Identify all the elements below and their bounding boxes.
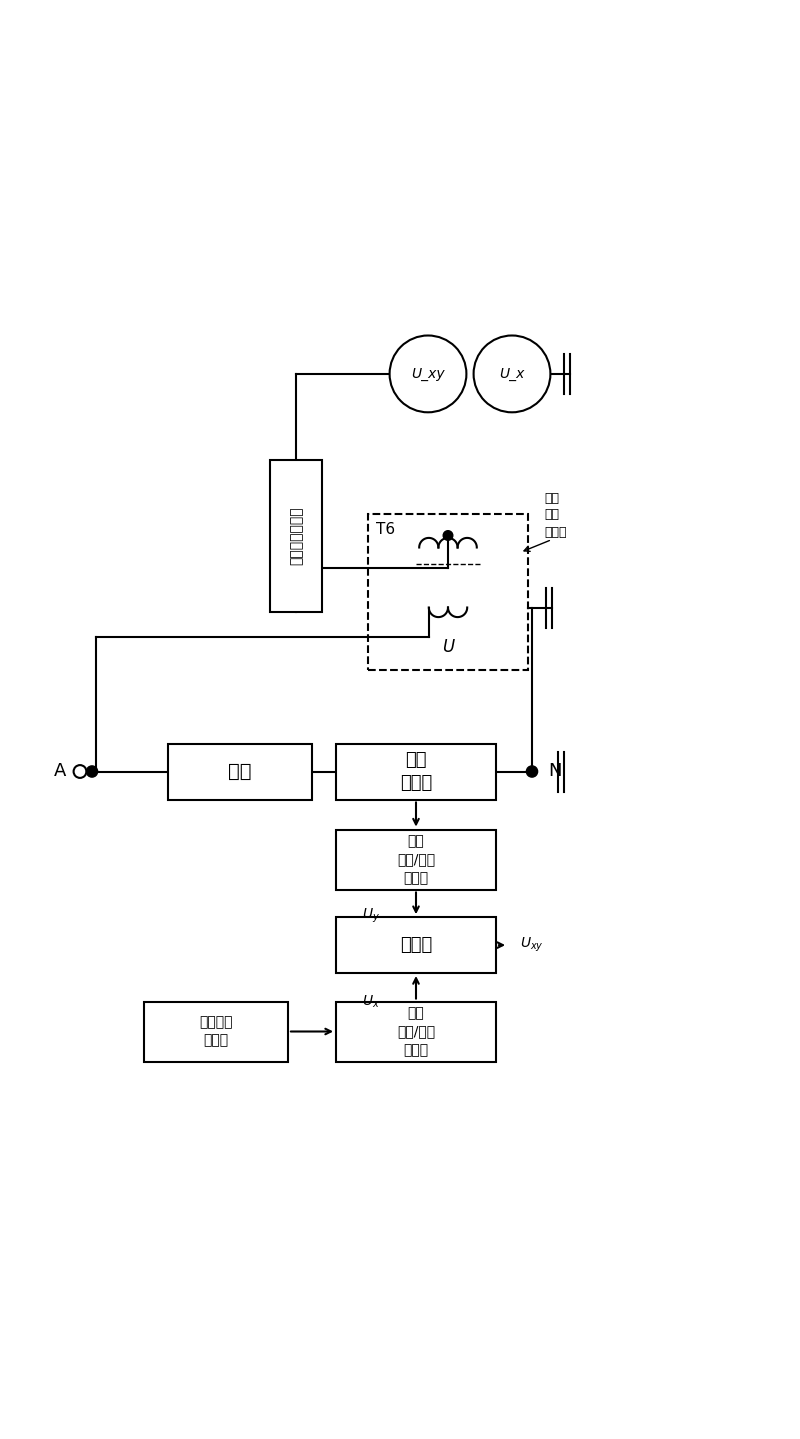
- Bar: [336, 917, 496, 973]
- Text: U: U: [442, 637, 454, 656]
- Text: $U_y$: $U_y$: [362, 907, 380, 925]
- Text: 第一
耦合
变压器: 第一 耦合 变压器: [544, 492, 566, 538]
- Bar: [168, 744, 312, 800]
- Text: 第二
电流/电压
转换器: 第二 电流/电压 转换器: [397, 1006, 435, 1056]
- Bar: [368, 514, 528, 669]
- Bar: [270, 459, 322, 612]
- Text: 电流
互感器: 电流 互感器: [400, 751, 432, 793]
- Text: 负载: 负载: [228, 763, 252, 781]
- Text: U_x: U_x: [499, 367, 525, 381]
- Text: 第一
电流/电压
转换器: 第一 电流/电压 转换器: [397, 835, 435, 885]
- Text: $U_{xy}$: $U_{xy}$: [520, 935, 544, 954]
- Bar: [336, 744, 496, 800]
- Circle shape: [74, 766, 86, 778]
- Circle shape: [86, 766, 98, 777]
- Circle shape: [443, 531, 453, 540]
- Circle shape: [390, 335, 466, 413]
- Text: 比较器: 比较器: [400, 937, 432, 954]
- Text: A: A: [54, 763, 66, 780]
- Text: $U_x$: $U_x$: [362, 994, 380, 1010]
- Text: N: N: [548, 763, 562, 780]
- Text: 标准电流
发生器: 标准电流 发生器: [199, 1016, 233, 1048]
- Text: 固定电压放大器: 固定电压放大器: [289, 507, 303, 566]
- Circle shape: [474, 335, 550, 413]
- Circle shape: [526, 766, 538, 777]
- Bar: [336, 829, 496, 889]
- Text: T6: T6: [376, 522, 395, 537]
- Bar: [144, 1002, 288, 1062]
- Bar: [336, 1002, 496, 1062]
- Text: U_xy: U_xy: [411, 367, 445, 381]
